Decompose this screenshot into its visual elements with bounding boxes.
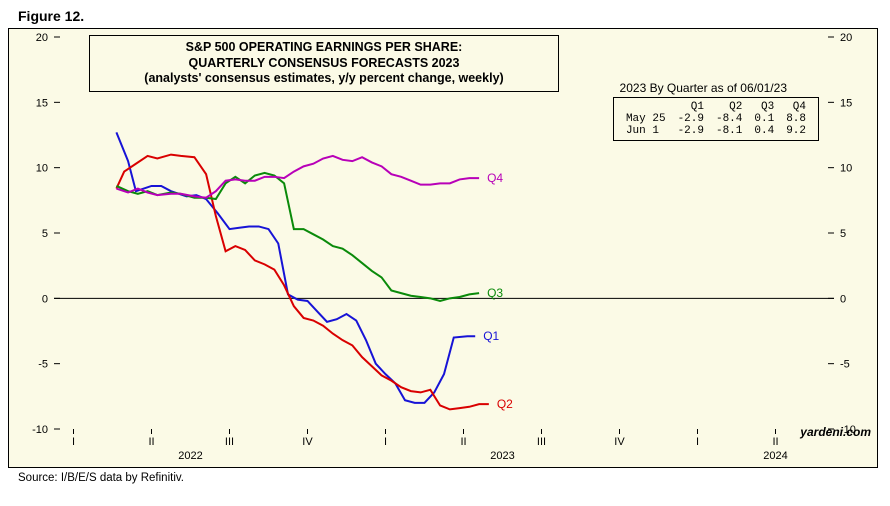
chart-container: S&P 500 OPERATING EARNINGS PER SHARE: QU…	[8, 28, 878, 468]
svg-text:15: 15	[36, 97, 48, 109]
svg-text:Q3: Q3	[487, 286, 503, 300]
table-row: Jun 1 -2.9 -8.1 0.4 9.2	[620, 125, 812, 137]
svg-text:II: II	[148, 436, 154, 448]
svg-text:2023: 2023	[490, 450, 514, 462]
svg-text:20: 20	[36, 32, 48, 44]
svg-text:III: III	[537, 436, 546, 448]
brand-label: yardeni.com	[800, 425, 871, 439]
chart-title-line-2: QUARTERLY CONSENSUS FORECASTS 2023	[96, 56, 552, 72]
chart-svg: -10-10-5-50055101015152020IIIIIIIVIIIIII…	[9, 29, 879, 469]
chart-title: S&P 500 OPERATING EARNINGS PER SHARE: QU…	[89, 35, 559, 92]
svg-text:-5: -5	[38, 359, 48, 371]
svg-text:I: I	[384, 436, 387, 448]
svg-text:I: I	[696, 436, 699, 448]
table-row: May 25 -2.9 -8.4 0.1 8.8	[620, 113, 812, 125]
svg-text:5: 5	[840, 228, 846, 240]
svg-text:II: II	[460, 436, 466, 448]
data-box: Q1 Q2 Q3 Q4 May 25 -2.9 -8.4 0.1 8.8 Jun…	[613, 97, 819, 141]
svg-text:2024: 2024	[763, 450, 787, 462]
svg-text:15: 15	[840, 97, 852, 109]
svg-text:Q4: Q4	[487, 171, 503, 185]
svg-text:5: 5	[42, 228, 48, 240]
svg-text:-5: -5	[840, 359, 850, 371]
svg-text:Q2: Q2	[497, 397, 513, 411]
data-table: Q1 Q2 Q3 Q4 May 25 -2.9 -8.4 0.1 8.8 Jun…	[620, 101, 812, 137]
svg-text:2022: 2022	[178, 450, 202, 462]
svg-text:0: 0	[42, 293, 48, 305]
svg-text:0: 0	[840, 293, 846, 305]
svg-text:III: III	[225, 436, 234, 448]
svg-text:-10: -10	[32, 424, 48, 436]
svg-text:Q1: Q1	[483, 329, 499, 343]
svg-text:IV: IV	[614, 436, 625, 448]
svg-text:II: II	[772, 436, 778, 448]
svg-text:I: I	[72, 436, 75, 448]
figure-label: Figure 12.	[18, 8, 882, 24]
data-box-title: 2023 By Quarter as of 06/01/23	[620, 81, 787, 95]
chart-title-line-1: S&P 500 OPERATING EARNINGS PER SHARE:	[96, 40, 552, 56]
table-header-row: Q1 Q2 Q3 Q4	[620, 101, 812, 113]
chart-title-line-3: (analysts' consensus estimates, y/y perc…	[96, 71, 552, 87]
source-label: Source: I/B/E/S data by Refinitiv.	[18, 472, 882, 484]
svg-text:10: 10	[36, 163, 48, 175]
svg-text:10: 10	[840, 163, 852, 175]
svg-text:20: 20	[840, 32, 852, 44]
svg-text:IV: IV	[302, 436, 313, 448]
